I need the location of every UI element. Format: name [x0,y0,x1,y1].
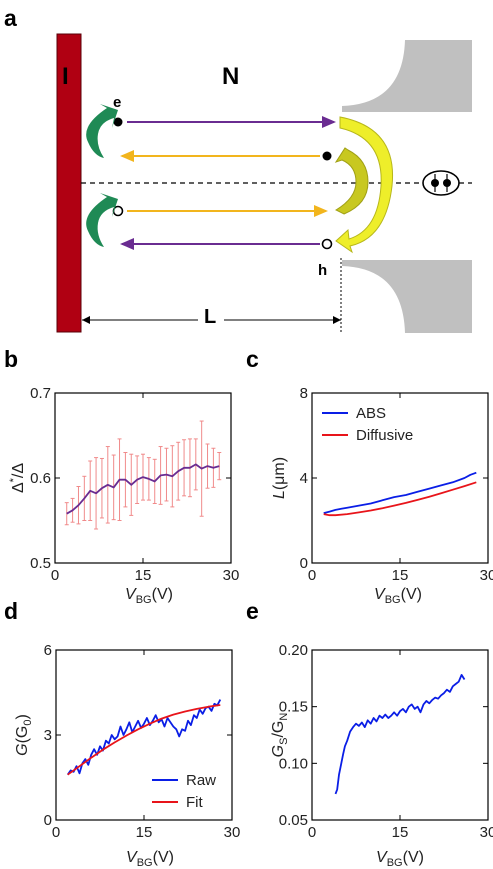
chart-b: b Δ*/Δ VBG(V) 0 15 30 0.5 0.6 0.7 [4,346,239,606]
label-L: L [204,306,216,328]
x-tick-label: 0 [308,567,316,584]
andreev-outer-loop [335,116,394,254]
plot-frame [55,649,233,821]
chart-e: e GS/GN VBG(V) 0 15 30 0.05 0.10 0.15 0.20 [246,598,493,869]
chart-e-xlabel: VBG(V) [376,849,424,869]
panel-a: a I N S e h L [4,5,472,333]
insulator-bar [56,33,82,333]
y-tick-label: 6 [44,642,52,659]
series-line-1 [334,674,466,795]
x-tick-label: 0 [52,824,60,841]
y-tick-label: 4 [300,470,308,487]
panel-label-a: a [4,5,17,31]
y-tick-label: 0.10 [279,755,308,772]
superconductor-top [342,40,472,112]
y-tick-label: 0.5 [30,555,51,572]
series-line-diffusive [323,481,477,517]
x-tick-label: 15 [392,824,409,841]
y-tick-label: 8 [300,385,308,402]
legend-label: Raw [186,772,216,789]
legend-label: Diffusive [356,427,413,444]
electron-dot-right [322,151,332,161]
label-N: N [222,63,239,90]
label-e: e [113,94,121,111]
x-tick-label: 0 [308,824,316,841]
chart-d-ylabel: G(G0) [14,714,34,756]
y-tick-label: 0 [44,812,52,829]
y-tick-label: 0.7 [30,385,51,402]
x-tick-label: 0 [51,567,59,584]
electron-dot-top [113,117,123,127]
series-line-fit [67,704,221,776]
y-tick-label: 0.20 [279,642,308,659]
chart-e-ylabel: GS/GN [270,713,290,758]
chart-c-ylabel: L(μm) [271,457,288,499]
panel-label-d: d [4,598,18,624]
hole-dot-right [321,238,333,250]
x-tick-label: 30 [223,567,240,584]
x-tick-label: 15 [136,824,153,841]
chart-c-xlabel: VBG(V) [374,586,422,606]
x-tick-label: 30 [480,824,493,841]
y-tick-label: 0.6 [30,470,51,487]
chart-d: d G(G0) VBG(V) 0 15 30 0 3 6 Raw Fit [4,598,240,869]
cooper-pair-icon [422,170,460,196]
y-tick-label: 0.05 [279,812,308,829]
plot-frame [311,392,489,564]
panel-label-c: c [246,346,259,372]
x-tick-label: 30 [480,567,493,584]
chart-b-xlabel: VBG(V) [125,586,173,606]
x-tick-label: 30 [224,824,241,841]
green-reflection-top [86,104,118,158]
superconductor-bottom [342,260,472,333]
y-tick-label: 0.15 [279,699,308,716]
chart-b-ylabel: Δ*/Δ [8,463,27,493]
label-I: I [62,63,69,90]
x-tick-label: 15 [392,567,409,584]
label-h: h [318,262,327,279]
green-reflection-bottom [86,193,118,247]
chart-c: c L(μm) VBG(V) 0 15 30 0 4 8 ABS Diffusive [246,346,493,606]
length-label-bg [198,302,224,328]
series-line-raw [66,699,222,776]
chart-d-xlabel: VBG(V) [126,849,174,869]
y-tick-label: 3 [44,727,52,744]
panel-label-e: e [246,598,259,624]
andreev-inner-loop [334,147,369,215]
panel-label-b: b [4,346,18,372]
x-tick-label: 15 [135,567,152,584]
y-tick-label: 0 [300,555,308,572]
series-line-abs [323,471,477,514]
legend-label: Fit [186,794,203,811]
legend-label: ABS [356,405,386,422]
series-line-1 [66,463,220,515]
